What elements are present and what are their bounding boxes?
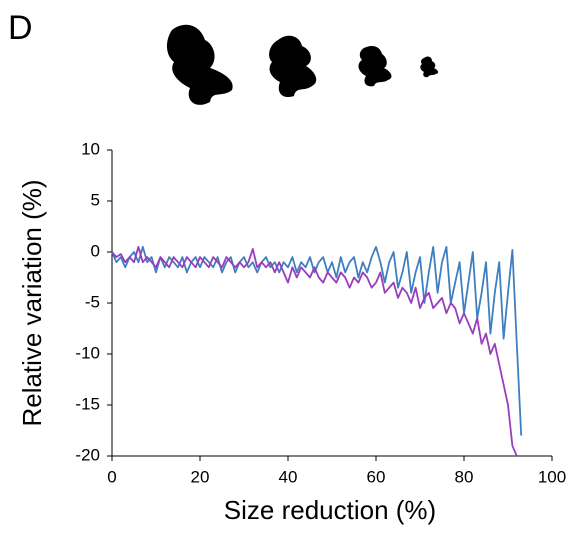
x-tick-label: 20 [191,467,210,486]
y-tick-label: -20 [75,445,100,464]
data-line [111,246,523,436]
y-tick-label: 5 [91,190,100,209]
shape-icons [166,24,439,105]
y-tick-label: 10 [81,139,100,158]
x-tick-label: 60 [367,467,386,486]
x-axis-label: Size reduction (%) [224,495,436,525]
shape-large [166,24,233,105]
x-tick-label: 100 [538,467,566,486]
shape-small [358,46,392,87]
shape-tiny [420,56,439,78]
panel-label: D [8,9,33,47]
y-tick-label: -15 [75,394,100,413]
x-tick-label: 80 [455,467,474,486]
x-tick-label: 0 [107,467,116,486]
y-tick-label: -5 [85,292,100,311]
data-line [111,246,518,457]
y-tick-label: 0 [91,241,100,260]
x-tick-label: 40 [279,467,298,486]
y-tick-label: -10 [75,343,100,362]
y-axis-label: Relative variation (%) [17,179,47,426]
shape-medium [269,35,317,98]
